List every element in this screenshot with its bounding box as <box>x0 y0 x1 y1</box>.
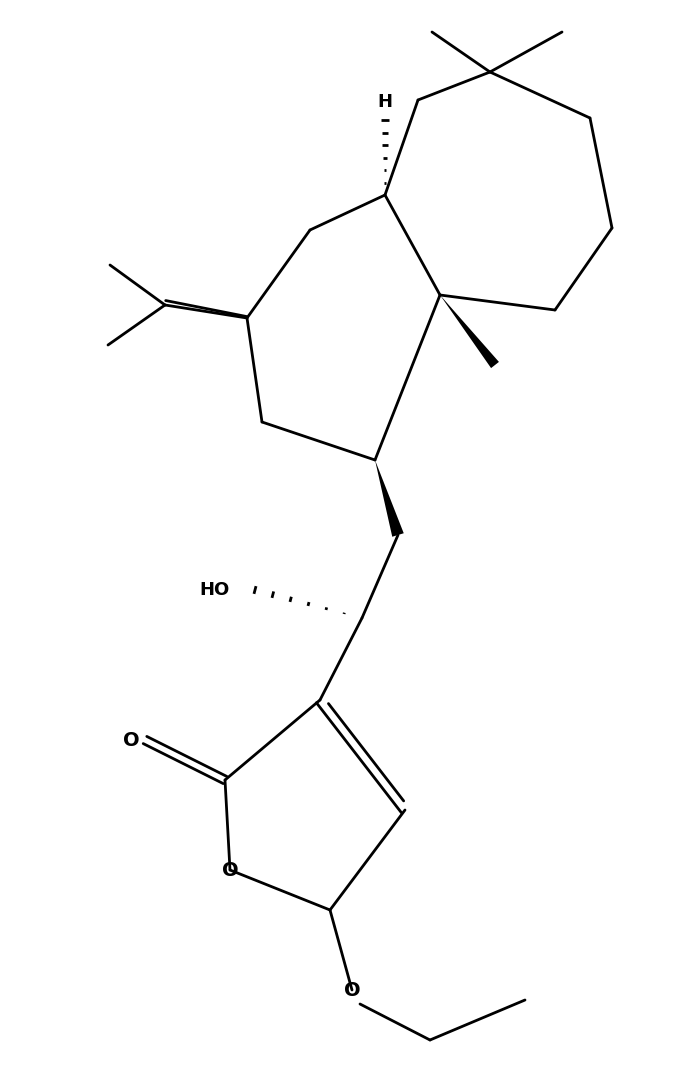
Text: O: O <box>222 861 238 879</box>
Text: O: O <box>344 981 361 999</box>
Text: HO: HO <box>200 581 230 599</box>
Polygon shape <box>375 460 404 537</box>
Text: O: O <box>122 730 139 749</box>
Text: H: H <box>378 93 392 111</box>
Polygon shape <box>440 295 499 368</box>
